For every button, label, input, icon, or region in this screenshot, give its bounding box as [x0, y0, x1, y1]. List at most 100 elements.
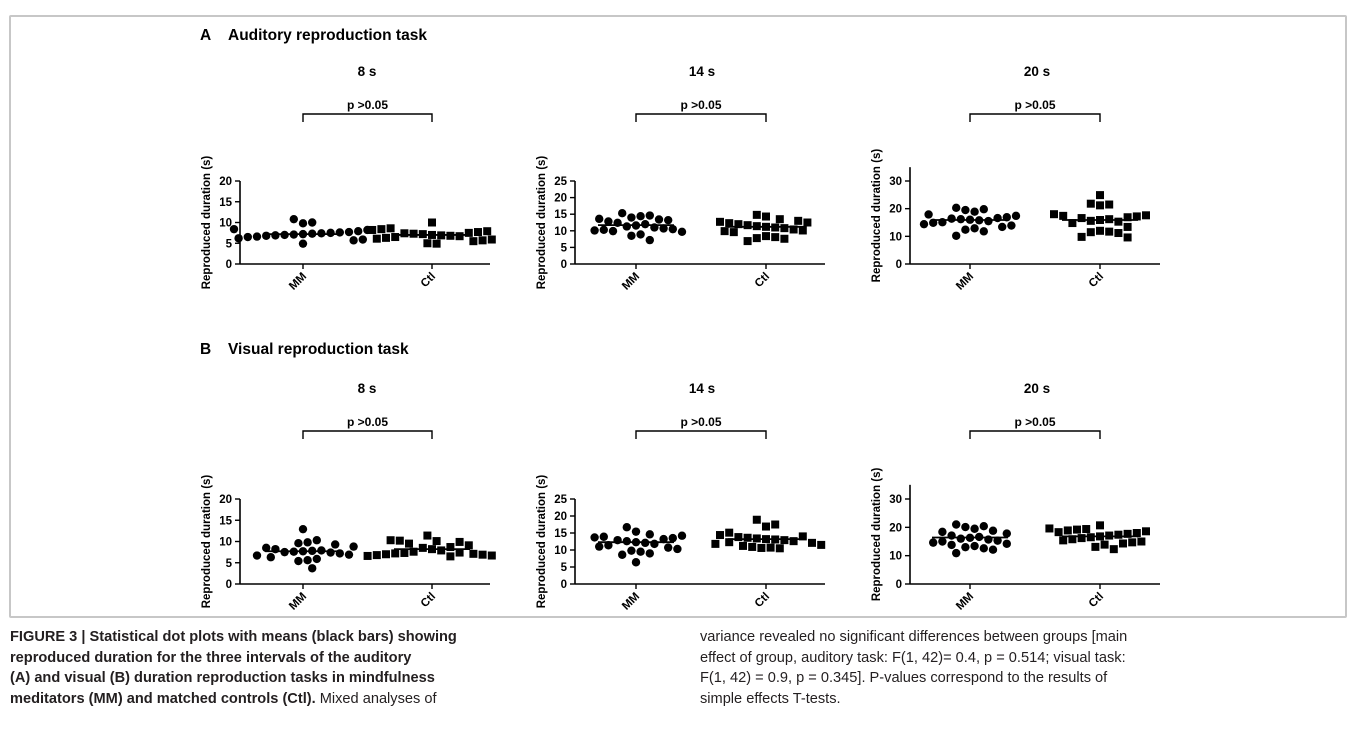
data-point-mm: [229, 224, 239, 234]
data-point-mm: [659, 534, 668, 544]
data-point-mm: [308, 564, 317, 573]
y-tick-label: 5: [561, 562, 568, 574]
data-point-mm: [988, 545, 998, 554]
data-point-mm: [622, 523, 631, 532]
x-tick-label-mm: MM: [287, 271, 309, 293]
p-value-annotation: p >0.05: [347, 415, 388, 429]
significance-bracket: [969, 113, 1101, 122]
data-point-mm: [641, 219, 650, 229]
data-point-ctl: [1128, 538, 1137, 547]
data-point-mm: [636, 230, 645, 239]
panel-a-title: Auditory reproduction task: [228, 27, 427, 44]
plot-title: 14 s: [689, 64, 715, 79]
data-point-ctl: [1045, 524, 1054, 533]
y-tick-label: 15: [554, 528, 567, 540]
data-point-mm: [335, 228, 344, 237]
data-point-ctl: [423, 531, 432, 540]
data-point-ctl: [1096, 226, 1104, 235]
data-point-ctl: [725, 219, 734, 228]
p-value-annotation: p >0.05: [680, 98, 721, 112]
data-point-ctl: [464, 228, 473, 237]
data-point-ctl: [1114, 530, 1123, 539]
data-point-ctl: [487, 235, 496, 244]
data-point-ctl: [1086, 228, 1095, 237]
data-point-ctl: [762, 212, 770, 221]
data-point-mm: [262, 231, 271, 240]
data-point-ctl: [446, 543, 455, 552]
plot-title: 14 s: [689, 381, 715, 396]
data-point-ctl: [432, 537, 441, 546]
significance-bracket: [635, 430, 767, 439]
y-tick-label: 15: [219, 515, 232, 527]
y-tick-label: 25: [554, 176, 567, 188]
data-point-mm: [590, 533, 599, 542]
y-tick-label: 20: [889, 522, 902, 534]
y-axis-label: Reproduced duration (s): [871, 149, 883, 283]
data-point-mm: [613, 535, 622, 545]
panel-b-heading: B Visual reproduction task: [200, 341, 409, 359]
data-point-ctl: [1142, 211, 1150, 220]
y-axis-label: Reproduced duration (s): [536, 156, 548, 290]
data-point-ctl: [775, 215, 784, 224]
data-point-ctl: [382, 233, 390, 242]
p-value-annotation: p >0.05: [680, 415, 721, 429]
data-point-ctl: [1105, 200, 1114, 209]
data-point-ctl: [487, 551, 496, 560]
data-point-mm: [595, 214, 604, 224]
data-point-mm: [294, 539, 303, 548]
data-point-mm: [303, 538, 312, 547]
data-point-ctl: [1050, 210, 1058, 219]
x-tick-label-ctl: Ctl: [753, 591, 772, 610]
data-point-mm: [956, 534, 965, 543]
data-point-mm: [298, 219, 308, 228]
data-point-ctl: [1114, 229, 1123, 238]
data-point-ctl: [789, 225, 798, 234]
y-tick-label: 25: [554, 494, 567, 506]
data-point-ctl: [752, 515, 761, 524]
data-point-mm: [344, 550, 354, 559]
data-point-mm: [970, 524, 979, 533]
data-point-mm: [664, 543, 673, 552]
data-point-mm: [234, 234, 243, 243]
caption-line-1: FIGURE 3 | Statistical dot plots with me…: [10, 629, 457, 645]
data-point-ctl: [469, 549, 478, 558]
data-point-mm: [970, 224, 979, 233]
data-point-mm: [952, 548, 961, 558]
data-point-mm: [952, 203, 961, 213]
data-point-mm: [659, 224, 668, 233]
data-point-ctl: [1077, 534, 1086, 543]
data-point-ctl: [400, 229, 409, 238]
data-point-mm: [599, 532, 608, 541]
data-point-ctl: [386, 536, 395, 545]
data-point-ctl: [752, 210, 761, 219]
data-point-mm: [961, 542, 970, 552]
data-point-mm: [252, 232, 262, 241]
y-axis-label: Reproduced duration (s): [201, 475, 213, 609]
y-tick-label: 30: [889, 176, 902, 188]
data-point-mm: [636, 211, 645, 221]
significance-bracket: [302, 113, 433, 122]
data-point-mm: [677, 227, 687, 236]
data-point-ctl: [437, 546, 446, 555]
data-point-ctl: [377, 225, 386, 234]
data-point-ctl: [395, 536, 404, 545]
data-point-mm: [938, 537, 947, 546]
data-point-mm: [993, 536, 1002, 545]
y-tick-label: 20: [219, 494, 232, 506]
data-point-mm: [984, 216, 993, 226]
y-axis-label: Reproduced duration (s): [201, 156, 213, 290]
data-point-ctl: [1096, 521, 1104, 530]
dot-plots: 8 s 0 5 10 15 20 Reproduced duration (s) MM Ctl p…: [201, 64, 1160, 613]
data-point-ctl: [405, 539, 413, 548]
data-point-ctl: [1123, 529, 1132, 538]
data-point-ctl: [1068, 535, 1077, 544]
data-point-ctl: [1119, 539, 1127, 548]
data-point-mm: [622, 536, 631, 546]
data-point-ctl: [1054, 528, 1063, 537]
figure-frame: [9, 15, 1347, 618]
data-point-ctl: [808, 538, 816, 547]
data-point-ctl: [757, 543, 766, 552]
significance-bracket: [302, 430, 433, 439]
data-point-mm: [645, 530, 654, 539]
data-point-ctl: [391, 549, 400, 558]
